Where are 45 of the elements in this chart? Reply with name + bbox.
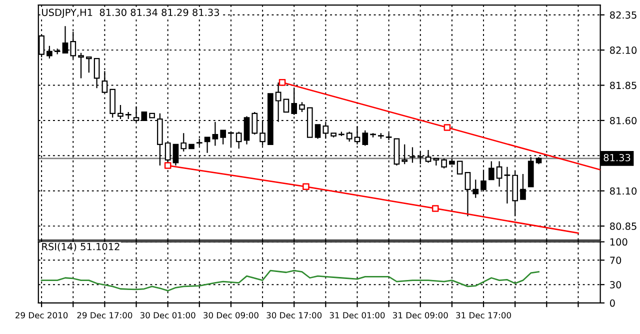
y-tick-label: 80.85: [610, 222, 636, 230]
y-tick-label: 100: [610, 238, 628, 246]
chart-title: RSI(14) 51.1012: [42, 242, 120, 252]
point: [302, 183, 310, 190]
point: [278, 79, 286, 86]
x-tick-label: 30 Dec 01:00: [140, 312, 196, 318]
chart-title: USDJPY,H1 81.30 81.34 81.29 81.33: [42, 8, 220, 18]
x-tick-label: 31 Dec 09:00: [392, 312, 448, 318]
candlestick: [346, 131, 352, 142]
candlestick: [180, 132, 187, 152]
candlestick: [283, 98, 290, 113]
ref-line-label: 81.33: [604, 154, 630, 162]
candlestick: [299, 102, 305, 113]
x-tick-label: 31 Dec 17:00: [456, 312, 511, 318]
x-tick-label: 31 Dec 01:00: [330, 312, 385, 318]
candlestick: [78, 52, 84, 79]
line-series: [40, 270, 540, 292]
candlestick: [110, 88, 116, 118]
y-tick-label: 81.60: [610, 116, 637, 124]
candlestick: [118, 104, 124, 120]
point: [432, 205, 439, 212]
y-tick-label: 82.35: [610, 11, 636, 19]
candlestick: [425, 149, 432, 164]
candlestick: [204, 136, 210, 154]
x-tick-label: 30 Dec 09:00: [204, 312, 258, 318]
point: [444, 124, 451, 131]
candlestick: [362, 130, 368, 146]
y-tick-label: 30: [610, 281, 622, 288]
candlestick: [441, 158, 447, 169]
y-tick-label: 0: [610, 299, 615, 307]
x-tick-label: 29 Dec 2010: [16, 312, 68, 318]
candlestick: [314, 124, 321, 140]
candlestick: [220, 130, 226, 145]
candlestick: [86, 56, 92, 74]
x-tick-label: 30 Dec 17:00: [266, 312, 322, 318]
x-tick-label: 29 Dec 17:00: [77, 312, 132, 318]
y-tick-label: 81.85: [610, 82, 636, 90]
candlestick: [488, 160, 494, 180]
candlestick: [456, 160, 463, 175]
candlestick: [496, 160, 502, 188]
candlestick: [236, 131, 242, 150]
y-tick-label: 70: [610, 256, 622, 264]
point: [164, 162, 172, 169]
y-tick-label: 82.10: [610, 46, 637, 54]
y-tick-label: 81.10: [610, 187, 637, 195]
